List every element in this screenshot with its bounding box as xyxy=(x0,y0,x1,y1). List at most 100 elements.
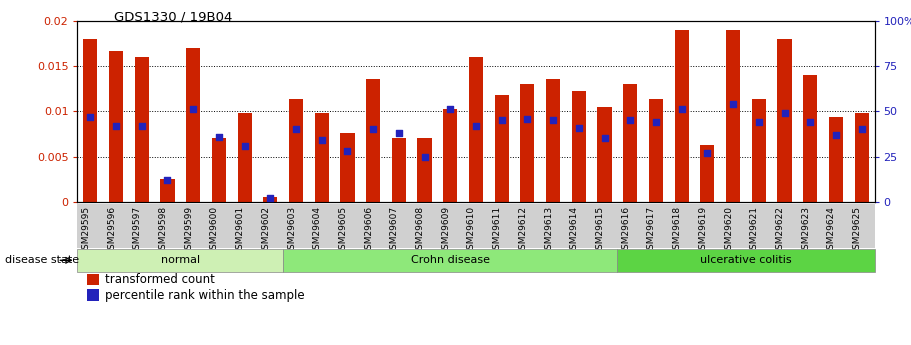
Bar xyxy=(546,79,560,202)
Bar xyxy=(341,133,354,202)
Bar xyxy=(721,204,746,248)
Text: GSM29612: GSM29612 xyxy=(518,206,527,255)
Point xyxy=(829,132,844,138)
Text: GSM29617: GSM29617 xyxy=(647,206,656,255)
Bar xyxy=(669,204,694,248)
Bar xyxy=(772,204,797,248)
Text: GSM29621: GSM29621 xyxy=(750,206,759,255)
Bar xyxy=(649,99,663,202)
Bar xyxy=(392,138,406,202)
Point xyxy=(623,118,638,123)
Point xyxy=(649,119,663,125)
Text: GSM29605: GSM29605 xyxy=(338,206,347,255)
Bar xyxy=(366,79,380,202)
Bar xyxy=(103,204,128,248)
Bar xyxy=(849,204,875,248)
Text: GSM29624: GSM29624 xyxy=(827,206,836,255)
Point xyxy=(211,134,226,139)
Text: GSM29604: GSM29604 xyxy=(312,206,322,255)
Bar xyxy=(186,48,200,202)
Point xyxy=(135,123,149,129)
Point xyxy=(237,143,251,148)
Text: GSM29607: GSM29607 xyxy=(390,206,399,255)
Bar xyxy=(283,204,309,248)
Text: GSM29619: GSM29619 xyxy=(699,206,708,255)
Bar xyxy=(598,107,611,202)
Point xyxy=(571,125,586,130)
Text: GSM29611: GSM29611 xyxy=(493,206,502,255)
Bar xyxy=(797,204,824,248)
Text: GSM29620: GSM29620 xyxy=(724,206,733,255)
Bar xyxy=(618,204,643,248)
Bar xyxy=(83,39,97,202)
Bar xyxy=(206,204,231,248)
Bar xyxy=(572,91,586,202)
Bar xyxy=(263,197,277,202)
Text: percentile rank within the sample: percentile rank within the sample xyxy=(105,289,304,302)
Text: GSM29622: GSM29622 xyxy=(775,206,784,255)
Text: ulcerative colitis: ulcerative colitis xyxy=(701,255,792,265)
Bar xyxy=(855,113,869,202)
Point xyxy=(443,107,457,112)
Point xyxy=(417,154,432,159)
Bar xyxy=(360,204,386,248)
Bar xyxy=(211,138,226,202)
Point xyxy=(160,177,175,183)
Bar xyxy=(618,249,875,272)
Bar xyxy=(804,75,817,202)
Point xyxy=(726,101,741,107)
Bar xyxy=(592,204,618,248)
Bar xyxy=(777,39,792,202)
Bar xyxy=(675,30,689,202)
Text: GSM29623: GSM29623 xyxy=(802,206,810,255)
Bar xyxy=(520,84,535,202)
Text: disease state: disease state xyxy=(5,255,78,265)
Bar xyxy=(444,109,457,202)
Bar xyxy=(643,204,669,248)
Point xyxy=(546,118,560,123)
Point xyxy=(314,137,329,143)
Bar xyxy=(258,204,283,248)
Point xyxy=(108,123,123,129)
Text: GSM29618: GSM29618 xyxy=(672,206,681,255)
Bar xyxy=(746,204,772,248)
Bar xyxy=(334,204,360,248)
Text: normal: normal xyxy=(160,255,200,265)
Text: GSM29602: GSM29602 xyxy=(261,206,271,255)
Bar xyxy=(412,204,437,248)
Bar xyxy=(87,274,99,286)
Bar xyxy=(694,204,721,248)
Bar xyxy=(180,204,206,248)
Point xyxy=(520,116,535,121)
Text: GSM29613: GSM29613 xyxy=(544,206,553,255)
Point xyxy=(186,107,200,112)
Bar xyxy=(238,113,251,202)
Bar xyxy=(160,179,175,202)
Text: GSM29615: GSM29615 xyxy=(596,206,605,255)
Text: GDS1330 / 19B04: GDS1330 / 19B04 xyxy=(114,10,232,23)
Bar xyxy=(77,249,283,272)
Bar xyxy=(515,204,540,248)
Point xyxy=(366,127,381,132)
Text: GSM29614: GSM29614 xyxy=(570,206,578,255)
Text: GSM29603: GSM29603 xyxy=(287,206,296,255)
Bar xyxy=(726,30,741,202)
Bar xyxy=(540,204,566,248)
Point xyxy=(803,119,817,125)
Bar xyxy=(128,204,155,248)
Text: Crohn disease: Crohn disease xyxy=(411,255,490,265)
Bar xyxy=(623,84,638,202)
Bar xyxy=(314,113,329,202)
Bar xyxy=(701,145,714,202)
Bar xyxy=(77,204,103,248)
Text: GSM29598: GSM29598 xyxy=(159,206,168,255)
Bar xyxy=(495,95,508,202)
Text: GSM29596: GSM29596 xyxy=(107,206,116,255)
Text: GSM29616: GSM29616 xyxy=(621,206,630,255)
Point xyxy=(340,148,354,154)
Point xyxy=(263,195,278,201)
Point xyxy=(752,119,766,125)
Bar xyxy=(155,204,180,248)
Bar xyxy=(829,117,843,202)
Point xyxy=(701,150,715,156)
